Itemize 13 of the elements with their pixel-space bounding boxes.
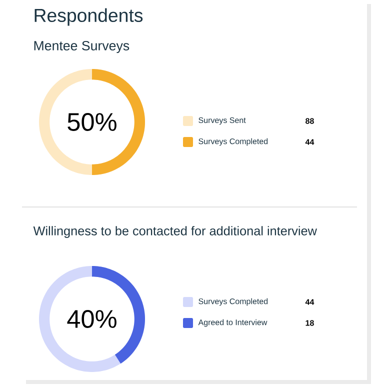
chart-title: Respondents [34,8,143,26]
data-label: 18 [306,320,314,326]
chart-title: Willingness to be contacted for additional interview [33,226,317,238]
legend-label: Surveys Completed [198,138,268,146]
legend-label: Surveys Completed [198,298,268,306]
text: 50% [68,113,116,131]
legend-label: Surveys Sent [198,117,246,125]
legend-label: Agreed to Interview [198,319,268,327]
data-label: 44 [305,139,314,145]
text: 40% [67,310,116,328]
chart-subtitle: Mentee Surveys [34,40,130,54]
data-label: 88 [306,118,314,124]
data-label: 44 [305,299,314,305]
